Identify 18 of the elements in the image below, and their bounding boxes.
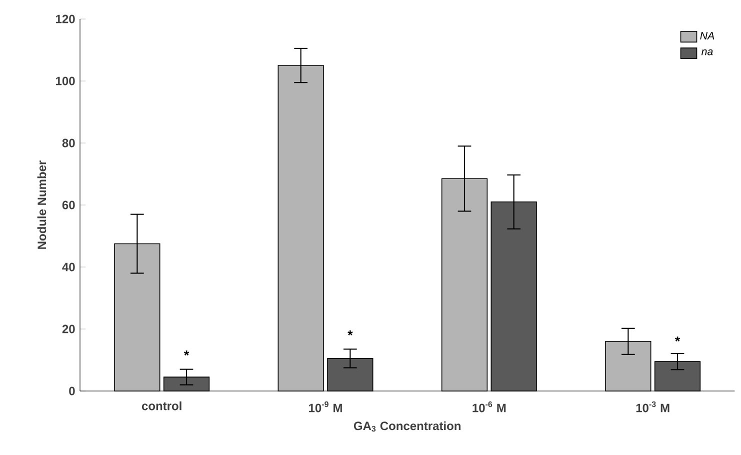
y-tick-label: 40 (62, 262, 75, 272)
annotation: * (674, 336, 680, 342)
legend-label: NA (700, 32, 714, 40)
x-tick-label: 10$^{-6}$ M (472, 401, 506, 412)
x-axis-title: GA$_{3}$ Concentration (354, 421, 460, 432)
legend-label: na (701, 49, 713, 56)
y-tick-label: 120 (56, 14, 75, 24)
y-tick-label: 60 (62, 200, 75, 210)
y-tick-label: 20 (62, 324, 75, 334)
y-tick-label: 80 (62, 138, 75, 148)
x-tick-label: control (142, 401, 182, 410)
y-tick-label: 100 (56, 76, 75, 86)
y-tick-label: 0 (69, 386, 75, 396)
annotation: * (348, 330, 353, 336)
y-axis-title: Nodule Number (37, 160, 46, 249)
annotation: * (184, 350, 190, 356)
x-tick-label: 10$^{-9}$ M (309, 401, 342, 412)
x-tick-label: 10$^{-3}$ M (636, 401, 670, 412)
